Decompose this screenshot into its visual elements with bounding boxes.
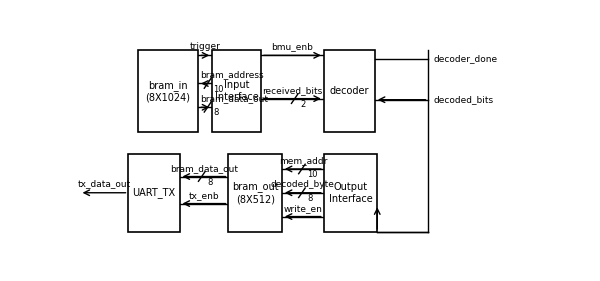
Bar xyxy=(128,154,179,232)
Text: 10: 10 xyxy=(308,170,318,179)
Text: decoded_bits: decoded_bits xyxy=(433,95,493,104)
Text: Input
Interface: Input Interface xyxy=(215,80,259,102)
Text: 8: 8 xyxy=(207,178,212,187)
Text: tx_data_out: tx_data_out xyxy=(77,180,131,189)
Text: 10: 10 xyxy=(213,85,224,94)
Text: 8: 8 xyxy=(308,194,313,203)
Text: decoded_byte: decoded_byte xyxy=(271,180,335,189)
Text: Output
Interface: Output Interface xyxy=(329,182,373,203)
Text: received_bits: received_bits xyxy=(262,86,323,95)
Text: 2: 2 xyxy=(300,100,305,109)
Bar xyxy=(229,154,282,232)
Bar xyxy=(212,50,261,132)
Text: bram_in
(8X1024): bram_in (8X1024) xyxy=(146,80,191,102)
Text: tx_enb: tx_enb xyxy=(189,191,220,200)
Bar xyxy=(138,50,198,132)
Text: bram_data_out: bram_data_out xyxy=(170,164,238,173)
Text: bram_data_out: bram_data_out xyxy=(200,94,268,103)
Text: decoder: decoder xyxy=(329,86,369,96)
Bar xyxy=(324,154,377,232)
Text: mem_addr: mem_addr xyxy=(278,156,327,165)
Text: write_en: write_en xyxy=(283,204,322,213)
Text: 8: 8 xyxy=(213,108,218,117)
Bar xyxy=(324,50,375,132)
Text: bram_out
(8X512): bram_out (8X512) xyxy=(232,182,278,204)
Text: bram_address: bram_address xyxy=(200,71,264,80)
Text: UART_TX: UART_TX xyxy=(133,187,176,198)
Text: trigger: trigger xyxy=(190,42,221,51)
Text: decoder_done: decoder_done xyxy=(433,54,497,63)
Text: bmu_enb: bmu_enb xyxy=(271,42,313,51)
